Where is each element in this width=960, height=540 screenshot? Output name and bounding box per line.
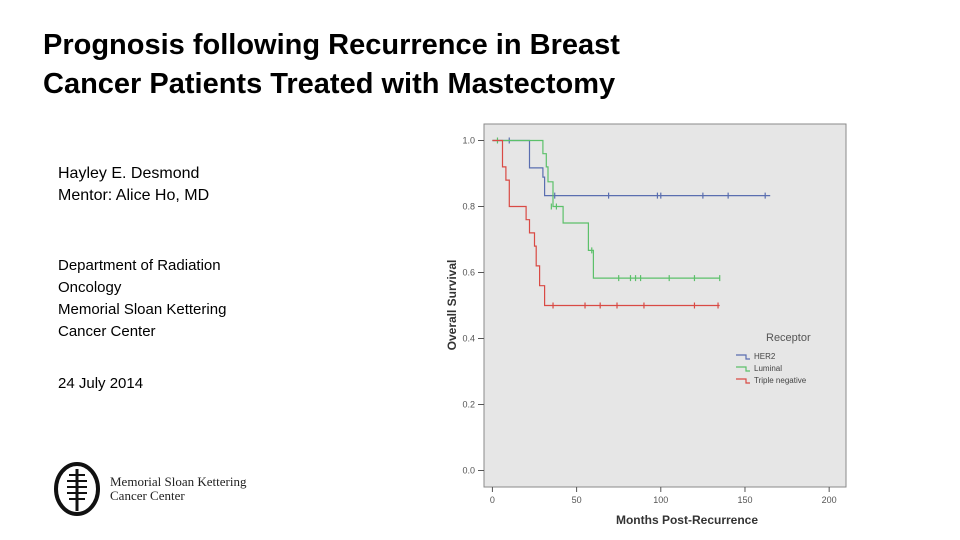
legend-swatch-luminal bbox=[736, 366, 750, 372]
series-triple-negative bbox=[492, 139, 720, 309]
department-block: Department of Radiation Oncology Memoria… bbox=[58, 255, 226, 343]
dept-line-4: Cancer Center bbox=[58, 323, 156, 340]
series-layer bbox=[492, 137, 771, 309]
legend: Receptor HER2 Luminal Triple negative bbox=[736, 332, 811, 385]
dept-line-1: Department of Radiation bbox=[58, 257, 221, 274]
dept-line-3: Memorial Sloan Kettering bbox=[58, 301, 227, 318]
x-tick-label: 50 bbox=[572, 495, 582, 505]
legend-swatch-her2 bbox=[736, 354, 750, 360]
survival-chart: 0.0 0.2 0.4 0.6 0.8 1.0 0 50 100 150 200 Receptor… bbox=[445, 123, 847, 527]
msk-logo: Memorial Sloan Kettering Cancer Center bbox=[52, 461, 252, 519]
x-axis-label: Months Post-Recurrence bbox=[616, 513, 758, 527]
y-tick-label: 0.8 bbox=[462, 202, 475, 212]
title-line-1: Prognosis following Recurrence in Breast bbox=[43, 29, 620, 61]
legend-label-triple-negative: Triple negative bbox=[754, 376, 807, 385]
legend-label-her2: HER2 bbox=[754, 352, 776, 361]
survival-line-her2 bbox=[492, 139, 771, 197]
author-block: Hayley E. Desmond Mentor: Alice Ho, MD bbox=[58, 163, 209, 207]
x-tick-label: 150 bbox=[737, 495, 752, 505]
logo-line-1: Memorial Sloan Kettering bbox=[110, 474, 247, 489]
x-axis: 0 50 100 150 200 bbox=[490, 487, 837, 505]
dept-line-2: Oncology bbox=[58, 279, 122, 296]
x-tick-label: 100 bbox=[653, 495, 668, 505]
y-tick-label: 0.0 bbox=[462, 466, 475, 476]
y-tick-label: 0.4 bbox=[462, 334, 475, 344]
survival-line-luminal bbox=[492, 139, 720, 279]
logo-wordmark: Memorial Sloan Kettering Cancer Center bbox=[110, 475, 246, 503]
series-luminal bbox=[492, 137, 721, 282]
y-tick-label: 1.0 bbox=[462, 136, 475, 146]
y-axis-label: Overall Survival bbox=[445, 260, 459, 351]
x-tick-label: 200 bbox=[822, 495, 837, 505]
y-tick-label: 0.6 bbox=[462, 268, 475, 278]
logo-line-2: Cancer Center bbox=[110, 488, 185, 503]
slide-title: Prognosis following Recurrence in Breast… bbox=[43, 26, 703, 104]
msk-emblem-icon bbox=[54, 462, 100, 516]
title-line-2: Cancer Patients Treated with Mastectomy bbox=[43, 68, 616, 100]
survival-line-triple-negative bbox=[492, 139, 720, 307]
legend-swatch-triple-negative bbox=[736, 378, 750, 384]
y-axis: 0.0 0.2 0.4 0.6 0.8 1.0 bbox=[462, 136, 484, 476]
series-her2 bbox=[492, 137, 771, 199]
mentor-name: Mentor: Alice Ho, MD bbox=[58, 187, 210, 204]
presentation-date: 24 July 2014 bbox=[58, 375, 144, 392]
x-tick-label: 0 bbox=[490, 495, 495, 505]
author-name: Hayley E. Desmond bbox=[58, 165, 200, 182]
legend-title: Receptor bbox=[766, 332, 811, 344]
y-tick-label: 0.2 bbox=[462, 400, 475, 410]
legend-label-luminal: Luminal bbox=[754, 364, 782, 373]
